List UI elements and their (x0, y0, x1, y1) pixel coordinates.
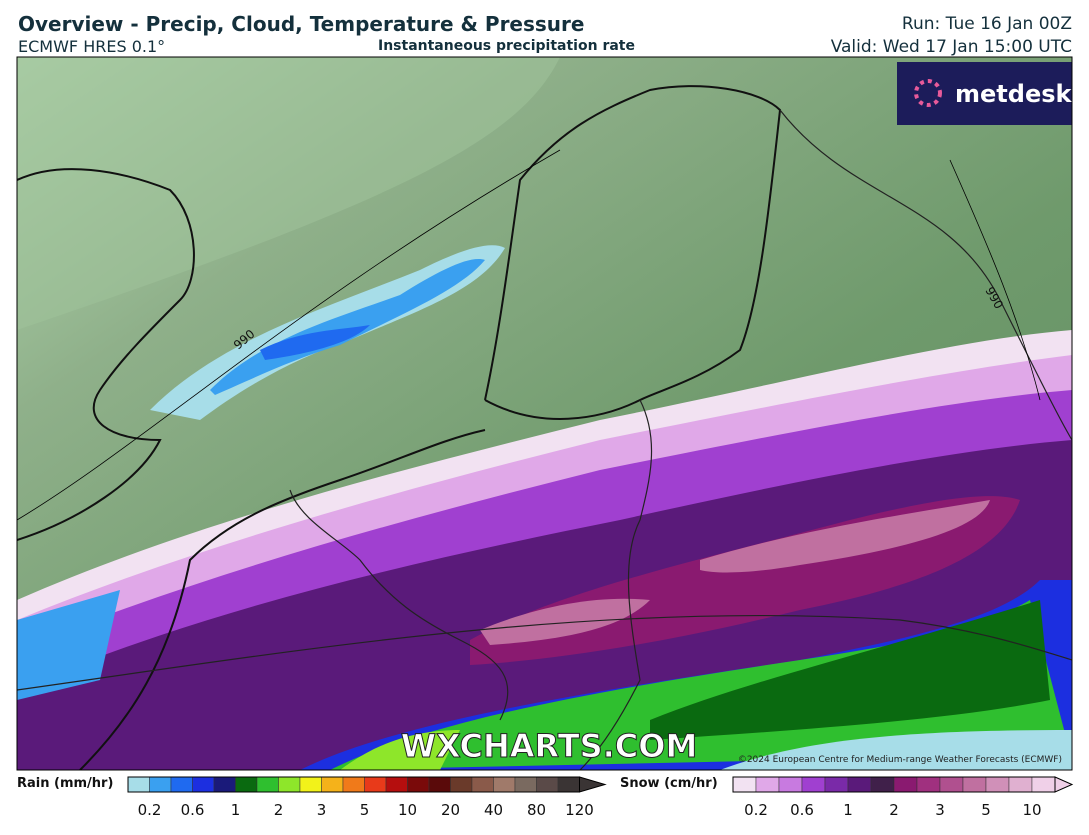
legend-swatch (450, 776, 473, 793)
legend-swatch (256, 776, 279, 793)
legend-tick-label: 10 (398, 801, 417, 819)
legend-swatch (149, 776, 172, 793)
title: Overview - Precip, Cloud, Temperature & … (18, 12, 585, 36)
legend-swatch (342, 776, 365, 793)
legend-tick-label: 1 (843, 801, 853, 819)
legend-swatch (192, 776, 215, 793)
legend: 0.2 0.6 1 2 3 5 10 20 40 80 120 0.2 0.6 1 2 3 5 10 (127, 776, 1074, 819)
legend-tick-label: 10 (1022, 801, 1041, 819)
legend-swatch (127, 776, 150, 793)
legend-tick-label: 0.6 (790, 801, 814, 819)
legend-swatch (364, 776, 387, 793)
legend-arrow (579, 776, 607, 793)
snow-legend-label: Snow (cm/hr) (620, 776, 718, 791)
legend-tick-label: 5 (981, 801, 991, 819)
legend-tick-label: 2 (889, 801, 899, 819)
legend-swatch (407, 776, 430, 793)
copyright: ©2024 European Centre for Medium-range W… (738, 755, 1062, 765)
legend-swatch (939, 776, 964, 793)
legend-swatch (778, 776, 803, 793)
map (17, 57, 1072, 770)
legend-tick-label: 20 (441, 801, 460, 819)
legend-tick-label: 2 (274, 801, 284, 819)
legend-swatch (962, 776, 987, 793)
legend-frame (732, 776, 1056, 793)
legend-tick-label: 80 (527, 801, 546, 819)
legend-tick-label: 0.2 (138, 801, 162, 819)
brand-logo: metdesk (955, 80, 1073, 108)
legend-swatch (536, 776, 559, 793)
legend-swatch (1008, 776, 1033, 793)
legend-frame (127, 776, 580, 793)
legend-swatch (557, 776, 580, 793)
legend-swatch (278, 776, 301, 793)
legend-arrow (1054, 776, 1074, 793)
watermark: WXCHARTS.COM (401, 727, 698, 765)
legend-swatch (870, 776, 895, 793)
legend-tick-label: 3 (935, 801, 945, 819)
legend-swatch (321, 776, 344, 793)
legend-swatch (801, 776, 826, 793)
legend-tick-label: 120 (565, 801, 594, 819)
legend-swatch (428, 776, 451, 793)
valid-time: Valid: Wed 17 Jan 15:00 UTC (830, 37, 1072, 57)
legend-tick-label: 40 (484, 801, 503, 819)
legend-tick-label: 3 (317, 801, 327, 819)
subtitle: Instantaneous precipitation rate (378, 38, 635, 54)
model: ECMWF HRES 0.1° (18, 37, 166, 56)
legend-swatch (847, 776, 872, 793)
legend-swatch (213, 776, 236, 793)
legend-swatch (916, 776, 941, 793)
run-time: Run: Tue 16 Jan 00Z (901, 14, 1072, 34)
legend-swatch (1031, 776, 1056, 793)
legend-swatch (893, 776, 918, 793)
legend-swatch (235, 776, 258, 793)
legend-swatch (493, 776, 516, 793)
legend-swatch (170, 776, 193, 793)
legend-swatch (385, 776, 408, 793)
legend-swatch (299, 776, 322, 793)
rain-legend-label: Rain (mm/hr) (17, 776, 113, 791)
legend-swatch (985, 776, 1010, 793)
legend-swatch (514, 776, 537, 793)
legend-swatch (824, 776, 849, 793)
legend-tick-label: 0.6 (181, 801, 205, 819)
legend-tick-label: 0.2 (744, 801, 768, 819)
legend-tick-label: 1 (231, 801, 241, 819)
legend-swatch (755, 776, 780, 793)
legend-tick-label: 5 (360, 801, 370, 819)
legend-swatch (471, 776, 494, 793)
legend-swatch (732, 776, 757, 793)
